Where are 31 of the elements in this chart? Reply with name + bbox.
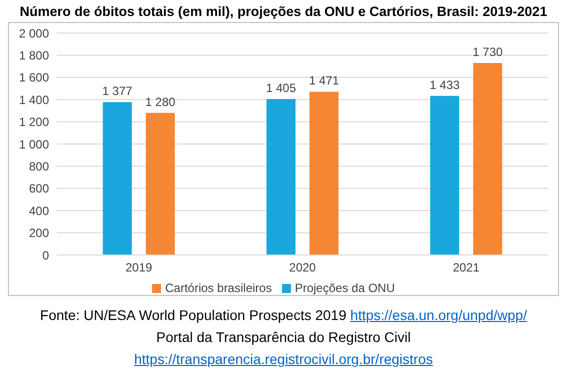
y-tick-label: 0 xyxy=(42,248,50,262)
y-tick-label: 400 xyxy=(28,204,50,218)
y-tick-label: 600 xyxy=(28,182,50,196)
y-tick-label: 1 600 xyxy=(18,70,50,85)
bar xyxy=(309,92,338,255)
x-tick-label: 2020 xyxy=(289,260,316,275)
bar xyxy=(146,112,175,255)
text: Portal da Transparência do Registro Civil https://transparencia.registrocivil.org.br/registros xyxy=(134,329,433,367)
bar xyxy=(266,99,296,255)
x-tick-label: 2019 xyxy=(125,260,153,275)
bar xyxy=(473,62,502,255)
data-label: 1 471 xyxy=(308,74,340,88)
data-label: 1 730 xyxy=(472,44,503,59)
data-label: 1 405 xyxy=(266,81,296,96)
source-note: Fonte: UN/ESA World Population Prospects 2019 https://esa.un.org/unpd/wpp/ xyxy=(40,307,527,323)
bar xyxy=(102,102,132,255)
y-tick-label: 1 400 xyxy=(18,92,50,107)
legend-label: Projeções da ONU xyxy=(294,281,395,295)
x-tick-label: 2021 xyxy=(452,260,480,275)
y-tick-label: 200 xyxy=(28,226,50,240)
y-tick-label: 800 xyxy=(28,159,50,174)
y-tick-label: 2 000 xyxy=(18,26,50,40)
chart-title: Número de óbitos totais (em mil), projeções da ONU e Cartórios, Brasil: 2019-2021 xyxy=(18,4,548,19)
y-tick-label: 1 800 xyxy=(18,48,50,62)
legend-label: Cartórios brasileiros xyxy=(165,281,272,295)
y-tick-label: 1 200 xyxy=(18,115,50,130)
bar xyxy=(430,96,460,255)
data-label: 1 433 xyxy=(430,78,460,92)
data-label: 1 377 xyxy=(102,84,133,98)
data-label: 1 280 xyxy=(145,94,176,109)
y-tick-label: 1 000 xyxy=(18,137,50,152)
